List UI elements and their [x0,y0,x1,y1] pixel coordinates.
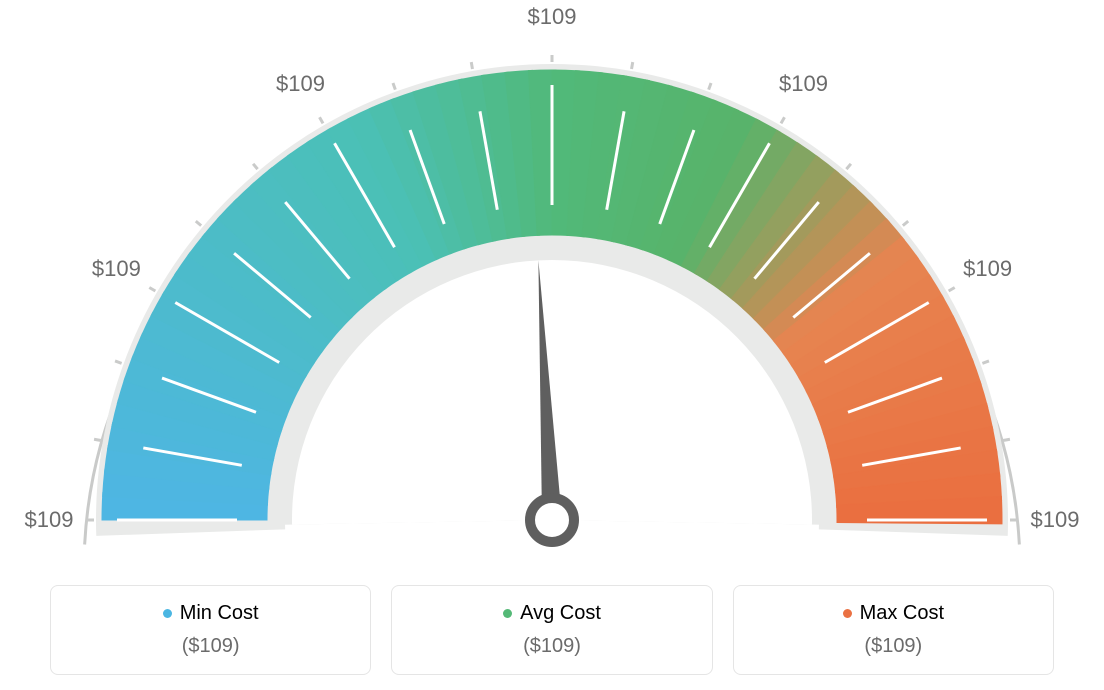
legend-card-min: Min Cost ($109) [50,585,371,675]
legend-card-avg: Avg Cost ($109) [391,585,712,675]
gauge-tick-label: $109 [25,507,74,533]
legend-title-min: Min Cost [163,602,259,625]
legend-title-max: Max Cost [843,602,944,625]
gauge-tick-label: $109 [276,71,325,97]
legend-row: Min Cost ($109) Avg Cost ($109) Max Cost… [50,585,1054,675]
legend-dot-avg [503,609,512,618]
legend-dot-max [843,609,852,618]
gauge-tick-label: $109 [963,256,1012,282]
gauge-tick-label: $109 [1031,507,1080,533]
gauge-tick-label: $109 [528,4,577,30]
legend-label-avg: Avg Cost [520,602,601,625]
gauge-area: $109 $109 $109 $109 $109 $109 $109 [0,0,1104,570]
gauge-chart-container: $109 $109 $109 $109 $109 $109 $109 Min Cost ($… [0,0,1104,690]
legend-value-avg: ($109) [402,635,701,658]
legend-dot-min [163,609,172,618]
legend-value-max: ($109) [744,635,1043,658]
gauge-svg [0,0,1104,570]
legend-title-avg: Avg Cost [503,602,601,625]
legend-label-max: Max Cost [860,602,944,625]
legend-label-min: Min Cost [180,602,259,625]
legend-value-min: ($109) [61,635,360,658]
legend-card-max: Max Cost ($109) [733,585,1054,675]
gauge-tick-label: $109 [92,256,141,282]
gauge-tick-label: $109 [779,71,828,97]
